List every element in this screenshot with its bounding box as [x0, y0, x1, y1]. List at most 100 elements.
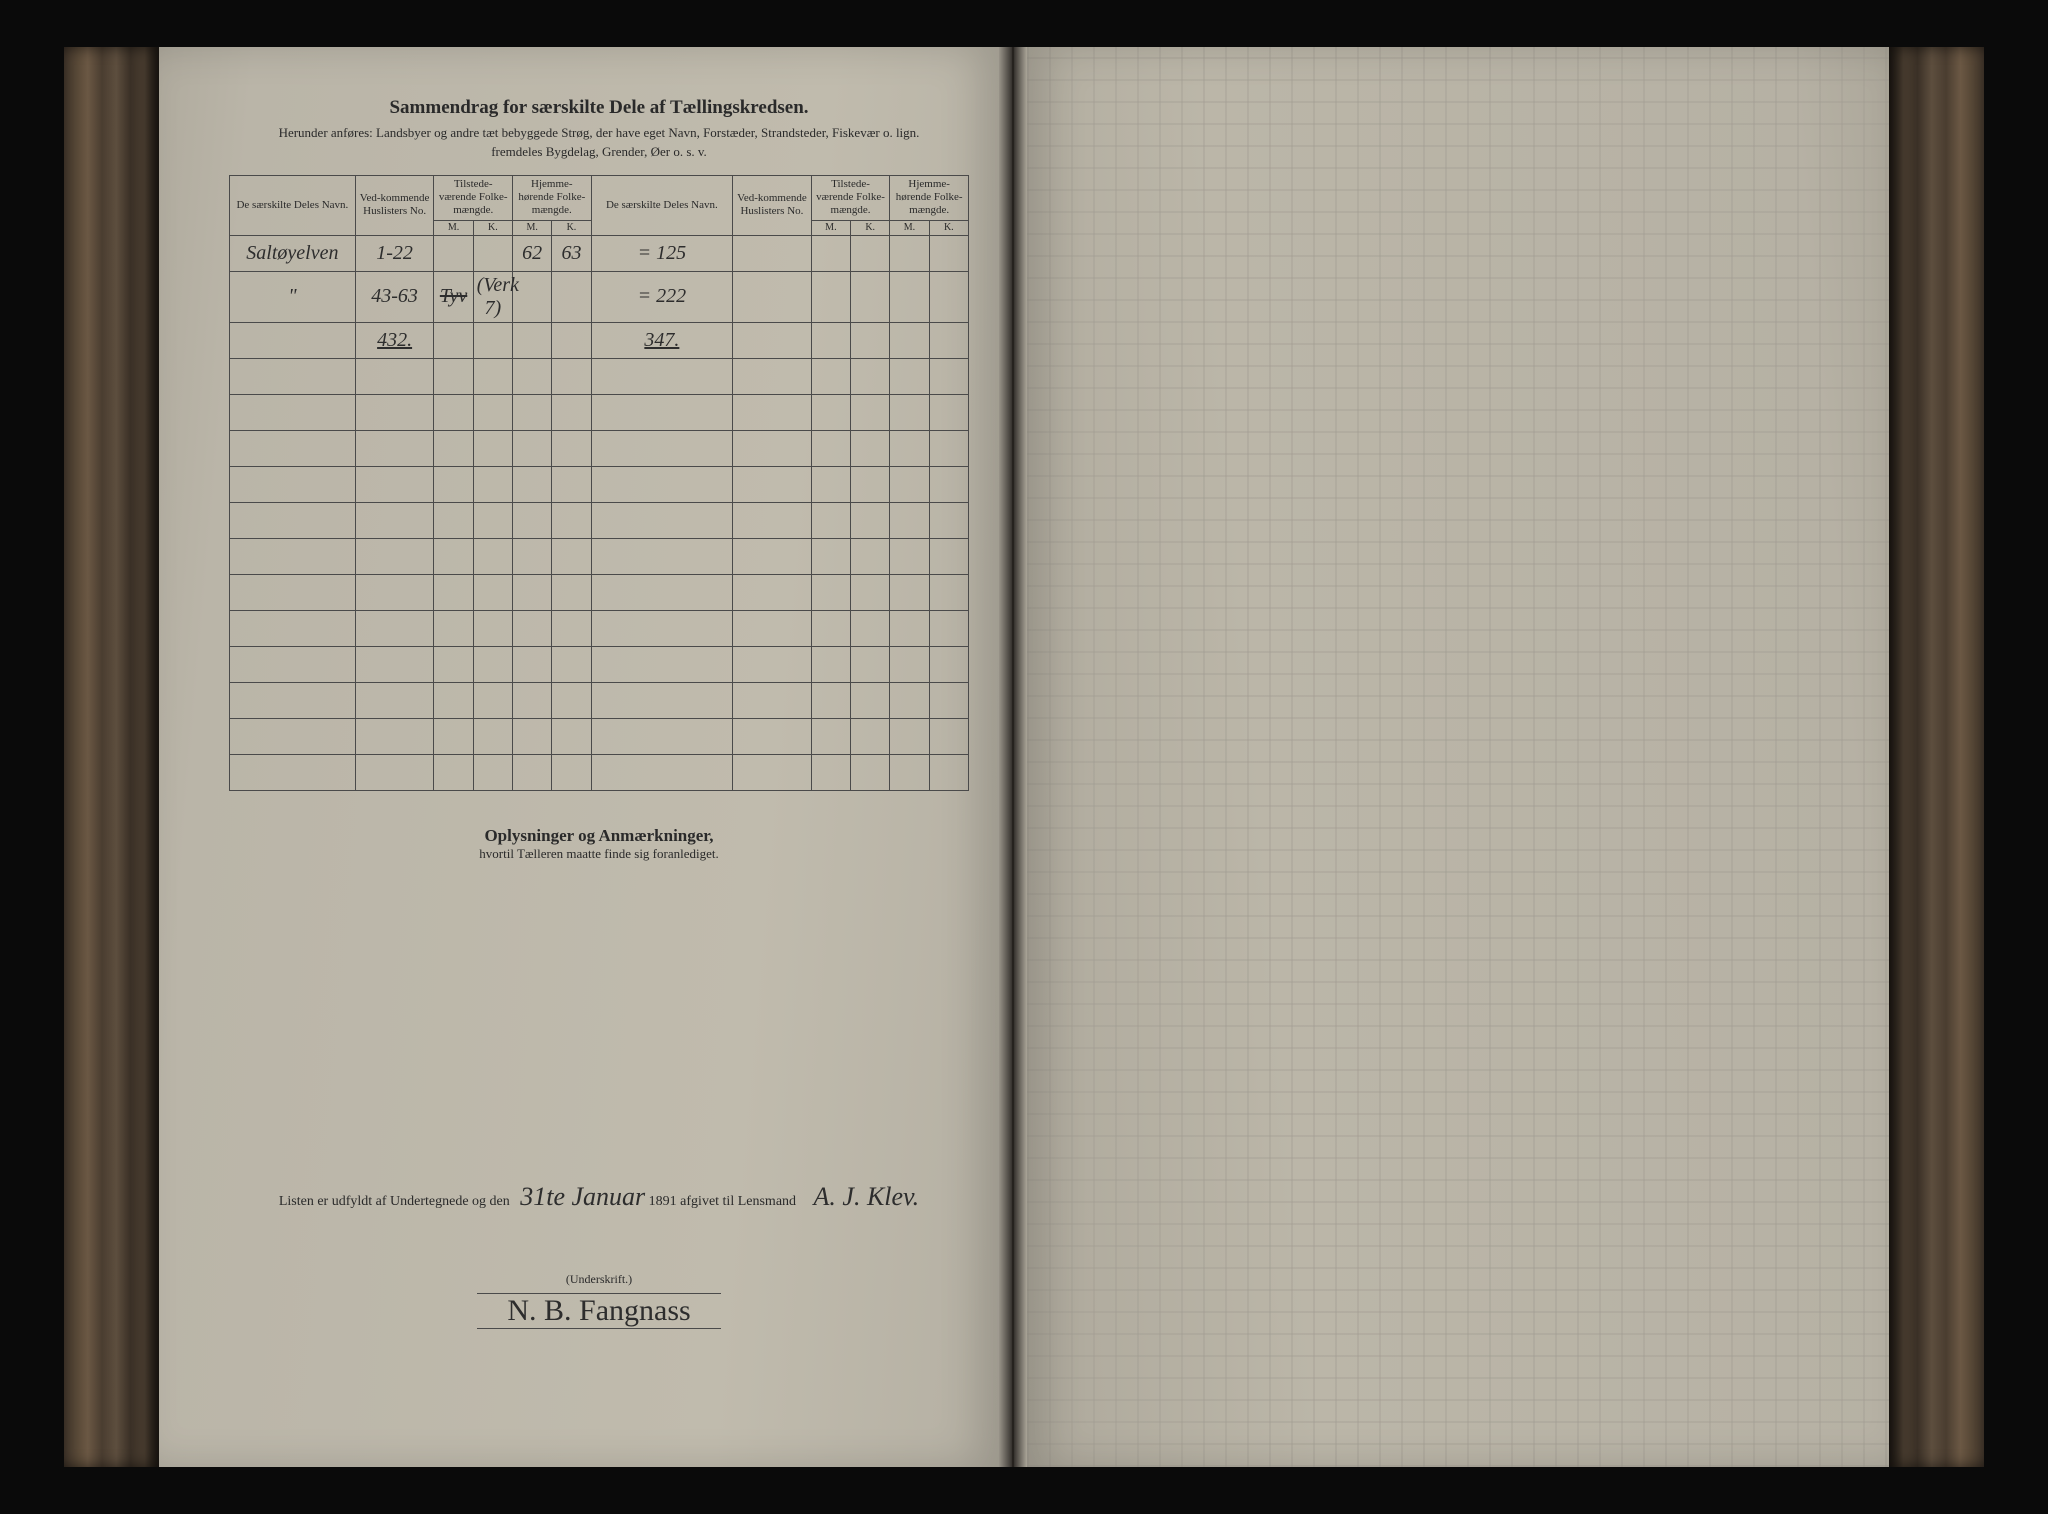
table-cell: [890, 610, 929, 646]
table-row: "43-63Tyv(Verk 7)= 222: [230, 271, 969, 322]
col-m: M.: [811, 220, 850, 235]
table-cell: [473, 718, 512, 754]
table-cell: = 222: [591, 271, 733, 322]
table-cell: [591, 610, 733, 646]
table-cell: [552, 574, 591, 610]
table-cell: (Verk 7): [473, 271, 512, 322]
table-row: [230, 682, 969, 718]
table-cell: [851, 682, 890, 718]
table-cell: [513, 574, 552, 610]
table-row: 432.347.: [230, 322, 969, 358]
table-cell: [473, 574, 512, 610]
table-cell: [230, 430, 356, 466]
table-cell: [230, 646, 356, 682]
table-cell: [473, 754, 512, 790]
table-cell: [230, 610, 356, 646]
table-cell: [929, 322, 968, 358]
table-cell: [851, 322, 890, 358]
table-cell: [355, 682, 434, 718]
table-cell: [851, 235, 890, 271]
table-cell: [591, 574, 733, 610]
table-cell: [355, 610, 434, 646]
table-cell: [811, 502, 850, 538]
table-row: [230, 538, 969, 574]
table-cell: 63: [552, 235, 591, 271]
table-cell: [851, 718, 890, 754]
table-cell: [733, 466, 812, 502]
col-huslister-2: Ved-kommende Huslisters No.: [733, 176, 812, 236]
table-cell: [355, 574, 434, 610]
table-cell: [552, 718, 591, 754]
table-cell: [434, 574, 473, 610]
table-cell: [851, 430, 890, 466]
page-subtitle-1: Herunder anføres: Landsbyer og andre tæt…: [229, 125, 969, 141]
table-cell: [230, 466, 356, 502]
table-cell: [591, 538, 733, 574]
book-spine-right: [1889, 47, 1984, 1467]
table-cell: [733, 430, 812, 466]
table-cell: [811, 646, 850, 682]
table-cell: [230, 682, 356, 718]
col-k: K.: [473, 220, 512, 235]
table-cell: [811, 574, 850, 610]
table-cell: [929, 538, 968, 574]
table-body: Saltøyelven1-226263= 125"43-63Tyv(Verk 7…: [230, 235, 969, 790]
table-cell: [591, 682, 733, 718]
signature-block: (Underskrift.) N. B. Fangnass: [229, 1272, 969, 1329]
table-cell: [929, 502, 968, 538]
table-cell: [434, 466, 473, 502]
table-cell: [591, 394, 733, 430]
table-cell: [851, 394, 890, 430]
table-cell: [733, 682, 812, 718]
table-cell: [513, 430, 552, 466]
col-m: M.: [513, 220, 552, 235]
table-cell: [929, 682, 968, 718]
table-cell: [733, 538, 812, 574]
table-cell: [552, 394, 591, 430]
table-cell: [434, 682, 473, 718]
table-cell: [851, 502, 890, 538]
table-cell: [733, 610, 812, 646]
table-cell: [811, 610, 850, 646]
table-cell: [733, 322, 812, 358]
table-cell: [230, 538, 356, 574]
table-cell: [355, 430, 434, 466]
signature-name: N. B. Fangnass: [477, 1293, 720, 1329]
table-cell: [929, 235, 968, 271]
col-hjemme-1: Hjemme-hørende Folke-mængde.: [513, 176, 592, 221]
table-cell: [733, 502, 812, 538]
table-cell: [890, 271, 929, 322]
table-cell: [552, 271, 591, 322]
table-cell: Saltøyelven: [230, 235, 356, 271]
footer-prefix: Listen er udfyldt af Undertegnede og den: [279, 1194, 510, 1209]
table-cell: [929, 754, 968, 790]
table-cell: [434, 646, 473, 682]
table-cell: [552, 502, 591, 538]
table-cell: [513, 718, 552, 754]
table-cell: [552, 358, 591, 394]
table-cell: [811, 466, 850, 502]
table-cell: [890, 754, 929, 790]
table-cell: [552, 754, 591, 790]
book-spine-left: [64, 47, 159, 1467]
table-row: [230, 718, 969, 754]
table-cell: [434, 322, 473, 358]
table-cell: [230, 502, 356, 538]
col-name-1: De særskilte Deles Navn.: [230, 176, 356, 236]
table-cell: [434, 502, 473, 538]
table-cell: [851, 646, 890, 682]
table-cell: [591, 646, 733, 682]
table-cell: [230, 358, 356, 394]
table-row: [230, 574, 969, 610]
table-row: Saltøyelven1-226263= 125: [230, 235, 969, 271]
table-cell: [733, 235, 812, 271]
table-cell: 43-63: [355, 271, 434, 322]
table-cell: [230, 574, 356, 610]
table-cell: [811, 358, 850, 394]
table-cell: [811, 235, 850, 271]
table-cell: [473, 610, 512, 646]
table-cell: [434, 538, 473, 574]
census-table: De særskilte Deles Navn. Ved-kommende Hu…: [229, 175, 969, 791]
table-cell: [552, 538, 591, 574]
table-cell: [890, 394, 929, 430]
